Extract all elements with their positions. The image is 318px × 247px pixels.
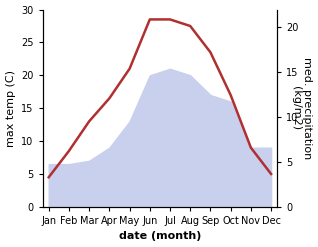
X-axis label: date (month): date (month): [119, 231, 201, 242]
Y-axis label: med. precipitation
(kg/m2): med. precipitation (kg/m2): [291, 57, 313, 159]
Y-axis label: max temp (C): max temp (C): [5, 70, 16, 147]
